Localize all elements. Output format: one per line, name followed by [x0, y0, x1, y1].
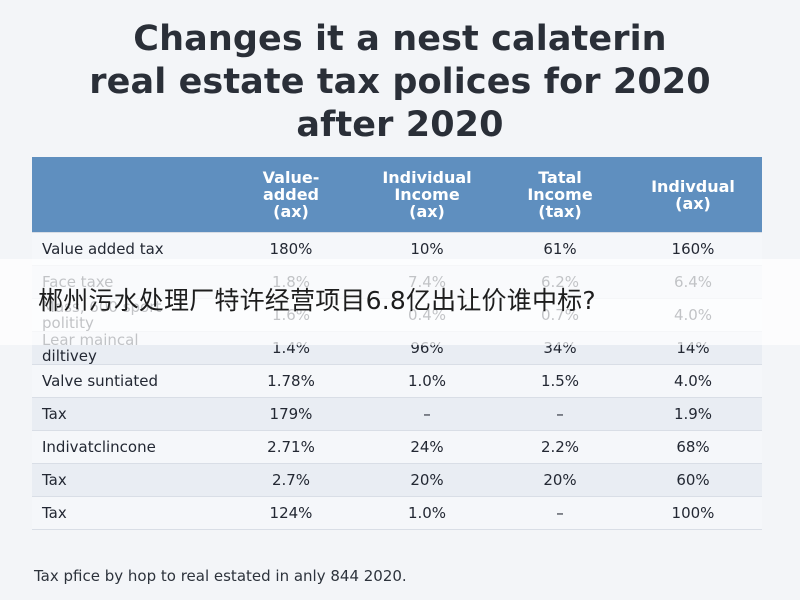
table-row: Valve suntiated 1.78% 1.0% 1.5% 4.0%: [32, 364, 762, 398]
table-header-cell: Tatal Income (tax): [496, 157, 624, 233]
table-row: Tax 179% – –1.9%: [32, 397, 762, 431]
table-cell: 179%: [224, 397, 358, 431]
table-header-row: Value- added (ax) Individual Income (ax) T…: [32, 157, 762, 233]
footnote: Tax pfice by hop to real estated in anly…: [34, 567, 407, 585]
table-row: Indivatclincone 2.71% 24% 2.2% 68%: [32, 430, 762, 464]
table-cell: 20%: [496, 463, 624, 497]
table-row-label: Tax: [32, 463, 224, 497]
table-cell: 24%: [358, 430, 496, 464]
table-cell: 124%: [224, 496, 358, 530]
table-cell: –: [358, 397, 496, 431]
table-cell: 1.5%: [496, 364, 624, 398]
table-row-label: Tax: [32, 397, 224, 431]
title-line-3: after 2020: [296, 105, 504, 145]
table-row: Tax 2.7% 20% 20% 60%: [32, 463, 762, 497]
caption-overlay-text: 郴州污水处理厂特许经营项目6.8亿出让价谁中标?: [38, 286, 596, 315]
table-header-corner: [32, 157, 224, 233]
table-cell: 4.0%: [624, 364, 762, 398]
table-header-cell: Value- added (ax): [224, 157, 358, 233]
table-cell: 1.0%: [358, 364, 496, 398]
table-cell: 1.9%: [624, 397, 762, 431]
table-row: Tax 124% 1.0% –100%: [32, 496, 762, 530]
caption-overlay-band: [0, 259, 800, 345]
title-line-1: Changes it a nest calaterin: [133, 19, 667, 59]
table-cell: 100%: [624, 496, 762, 530]
table-row-label: Tax: [32, 496, 224, 530]
table-cell: –: [496, 397, 624, 431]
table-cell: 1.0%: [358, 496, 496, 530]
table-cell: 2.7%: [224, 463, 358, 497]
table-cell: 1.78%: [224, 364, 358, 398]
table-header-cell: Individual Income (ax): [358, 157, 496, 233]
table-cell: 2.2%: [496, 430, 624, 464]
table-cell: 2.71%: [224, 430, 358, 464]
title-line-2: real estate tax polices for 2020: [89, 62, 711, 102]
table-cell: 60%: [624, 463, 762, 497]
tax-table-container: Value- added (ax) Individual Income (ax) T…: [32, 157, 762, 550]
table-header-cell: Indivdual (ax): [624, 157, 762, 233]
table-row-label: Indivatclincone: [32, 430, 224, 464]
table-row-label: Valve suntiated: [32, 364, 224, 398]
page-title: Changes it a nest calaterin real estate …: [0, 18, 800, 147]
table-cell: 20%: [358, 463, 496, 497]
table-cell: 68%: [624, 430, 762, 464]
table-cell: –: [496, 496, 624, 530]
